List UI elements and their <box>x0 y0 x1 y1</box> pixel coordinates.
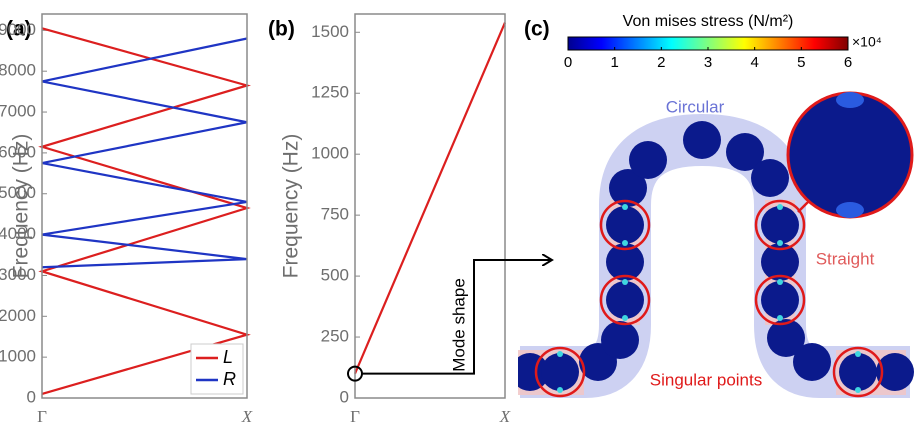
legend-label: R <box>223 369 236 389</box>
singular-ring <box>599 274 651 326</box>
x-tick-label: X <box>499 407 511 426</box>
panel-label: (b) <box>268 18 295 41</box>
x-tick-label: X <box>241 407 253 426</box>
legend-box <box>190 343 244 395</box>
hotspot <box>622 240 628 246</box>
hotspot <box>855 387 861 393</box>
axes-box <box>354 13 506 399</box>
hotspot <box>855 351 861 357</box>
hotspot <box>777 204 783 210</box>
y-tick-label: 500 <box>321 266 349 285</box>
unit-cell <box>683 121 721 159</box>
y-tick-label: 250 <box>321 327 349 346</box>
annotation: Mode shape <box>449 278 468 372</box>
hotspot <box>622 204 628 210</box>
unit-cell <box>761 243 799 281</box>
y-tick-label: 9000 <box>0 20 36 39</box>
colorbar-title: Von mises stress (N/m²) <box>623 13 794 30</box>
series-line <box>38 27 251 395</box>
y-tick-label: 3000 <box>0 265 36 284</box>
unit-cell <box>606 243 644 281</box>
hotspot <box>557 387 563 393</box>
unit-cell <box>518 353 549 391</box>
y-tick-label: 1250 <box>311 83 349 102</box>
zoom-hot <box>836 202 864 218</box>
axes-box <box>41 13 248 399</box>
unit-cell <box>751 159 789 197</box>
y-tick-label: 1000 <box>311 144 349 163</box>
unit-cell <box>876 353 914 391</box>
unit-cell <box>606 281 644 319</box>
colorbar-tick-label: 6 <box>844 54 852 71</box>
series-line <box>41 37 248 269</box>
legend-label: L <box>223 347 233 367</box>
unit-cell <box>541 353 579 391</box>
label-circular: Circular <box>666 97 725 116</box>
singular-ring <box>832 346 884 398</box>
hotspot <box>777 240 783 246</box>
panel-label: (c) <box>524 18 550 41</box>
hotspot <box>557 351 563 357</box>
hotspot <box>622 279 628 285</box>
hotspot <box>777 315 783 321</box>
y-tick-label: 1000 <box>0 347 36 366</box>
unit-cell <box>839 353 877 391</box>
label-singular: Singular points <box>650 370 762 389</box>
colorbar-tick-label: 4 <box>750 54 758 71</box>
unit-cell <box>793 343 831 381</box>
y-tick-label: 4000 <box>0 224 36 243</box>
colorbar-tick-label: 0 <box>564 54 572 71</box>
colorbar-multiplier: ×10⁴ <box>852 34 882 50</box>
y-tick-label: 5000 <box>0 183 36 202</box>
hotspot <box>622 315 628 321</box>
colorbar-tick-label: 3 <box>704 54 712 71</box>
unit-cell <box>761 281 799 319</box>
y-tick-label: 1500 <box>311 22 349 41</box>
colorbar-tick-label: 2 <box>657 54 665 71</box>
singular-ring <box>599 199 651 251</box>
y-tick-label: 750 <box>321 205 349 224</box>
zoom-cell <box>786 91 914 219</box>
label-straight: Straight <box>816 249 875 268</box>
colorbar-tick-label: 1 <box>610 54 618 71</box>
unit-cell <box>609 169 647 207</box>
panel-label: (a) <box>6 18 32 41</box>
unit-cell <box>767 319 805 357</box>
unit-cell <box>629 141 667 179</box>
y-tick-label: 7000 <box>0 102 36 121</box>
structure <box>518 113 914 398</box>
y-axis-label: Frequency (Hz) <box>10 134 33 279</box>
unit-cell <box>601 321 639 359</box>
colorbar-tick-label: 5 <box>797 54 805 71</box>
hotspot <box>777 279 783 285</box>
zoom-hot <box>836 92 864 108</box>
singular-ring <box>534 346 586 398</box>
unit-cell <box>606 206 644 244</box>
y-tick-label: 2000 <box>0 306 36 325</box>
x-tick-label: Γ <box>350 407 360 426</box>
unit-cell <box>761 206 799 244</box>
y-tick-label: 0 <box>340 387 349 406</box>
y-tick-label: 8000 <box>0 61 36 80</box>
x-tick-label: Γ <box>37 407 47 426</box>
unit-cell <box>726 133 764 171</box>
series-line <box>353 22 507 375</box>
arrow <box>362 260 552 375</box>
y-axis-label: Frequency (Hz) <box>280 134 303 279</box>
singular-ring <box>754 199 806 251</box>
y-tick-label: 6000 <box>0 142 36 161</box>
y-tick-label: 0 <box>27 387 36 406</box>
singular-ring <box>754 274 806 326</box>
